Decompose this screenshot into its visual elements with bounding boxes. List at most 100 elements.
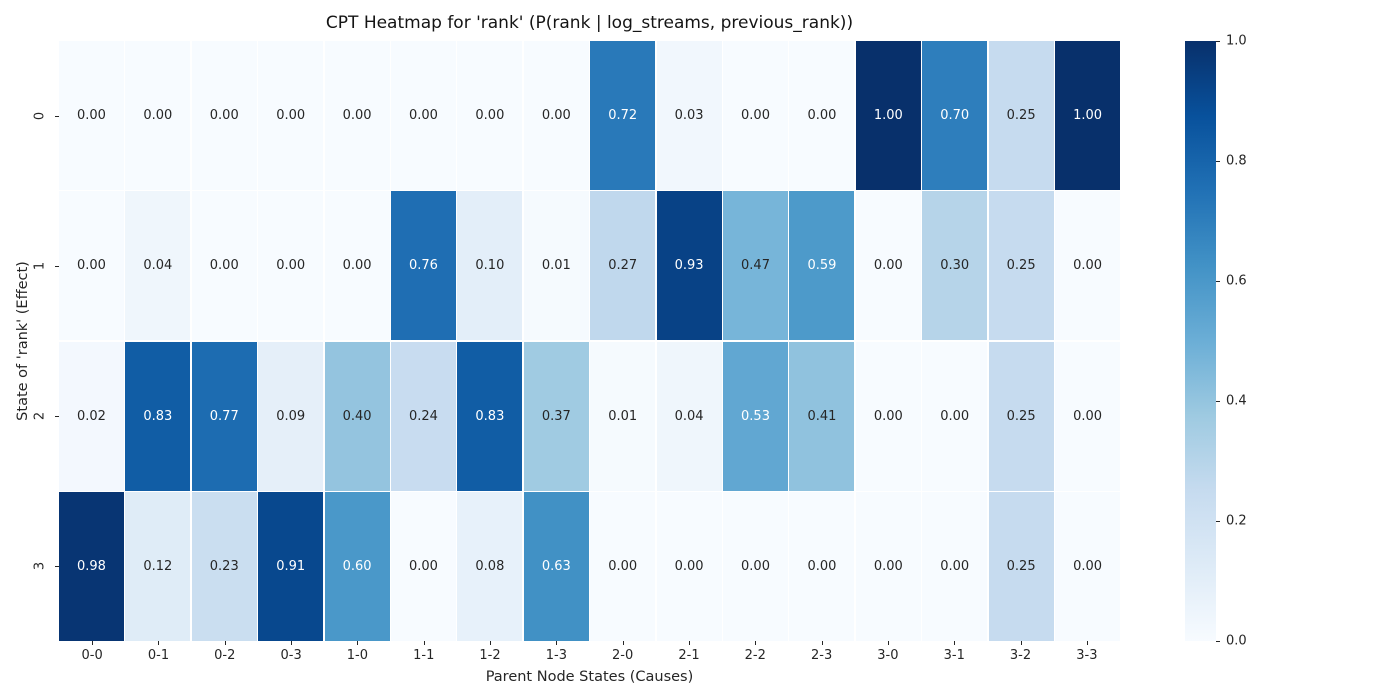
x-tick-mark [954, 641, 956, 645]
y-tick-mark [55, 116, 59, 117]
heatmap-cell: 0.83 [125, 341, 191, 491]
heatmap-cell: 0.00 [191, 191, 257, 341]
x-tick-mark [821, 641, 823, 645]
heatmap-cell: 0.00 [324, 41, 390, 190]
heatmap-cell: 0.59 [789, 191, 855, 341]
x-tick-mark [490, 641, 492, 645]
heatmap-cell: 0.24 [391, 341, 456, 491]
x-tick-label: 3-2 [1009, 648, 1032, 663]
x-tick-mark [622, 641, 624, 645]
y-axis-label: State of 'rank' (Effect) [15, 261, 31, 421]
colorbar-tick-label: 0.0 [1226, 633, 1247, 649]
heatmap-cell: 0.00 [258, 191, 324, 341]
colorbar-tick-mark [1216, 41, 1220, 42]
heatmap-cell: 0.40 [324, 341, 390, 491]
x-tick-label: 2-3 [810, 648, 833, 663]
heatmap-cell: 0.00 [656, 492, 722, 641]
x-axis-label: Parent Node States (Causes) [485, 669, 694, 685]
heatmap-cell: 0.93 [656, 191, 722, 341]
heatmap-cell: 0.27 [590, 191, 656, 341]
heatmap-cell: 0.41 [789, 341, 855, 491]
colorbar [1185, 41, 1216, 641]
y-tick-mark [55, 416, 59, 417]
y-tick-label: 3 [32, 561, 48, 571]
heatmap-cell: 1.00 [855, 41, 921, 190]
heatmap-cell: 0.00 [789, 41, 855, 190]
heatmap-cell: 0.12 [125, 492, 191, 641]
x-tick-mark [224, 641, 226, 645]
x-tick-mark [357, 641, 359, 645]
heatmap-cell: 0.00 [59, 41, 124, 190]
heatmap-cell: 0.37 [523, 341, 589, 491]
colorbar-tick-label: 1.0 [1226, 33, 1247, 49]
heatmap-cell: 0.10 [457, 191, 523, 341]
heatmap-cell: 0.00 [1055, 341, 1120, 491]
heatmap-cell: 1.00 [1055, 41, 1120, 190]
x-tick-label: 1-2 [479, 648, 501, 663]
x-tick-label: 2-1 [678, 648, 700, 663]
heatmap-cell: 0.91 [258, 492, 324, 641]
heatmap-cell: 0.00 [855, 341, 921, 491]
heatmap-cell: 0.00 [391, 41, 456, 190]
x-tick-label: 0-0 [81, 648, 103, 663]
x-tick-mark [887, 641, 889, 645]
x-tick-label: 0-2 [214, 648, 236, 663]
y-tick-label: 0 [32, 111, 48, 121]
heatmap-cell: 0.25 [988, 341, 1054, 491]
heatmap-cell: 0.60 [324, 492, 390, 641]
x-tick-mark [158, 641, 160, 645]
heatmap-cell: 0.23 [191, 492, 257, 641]
heatmap-cell: 0.00 [922, 341, 988, 491]
colorbar-tick-label: 0.8 [1226, 153, 1247, 169]
heatmap-cell: 0.00 [191, 41, 257, 190]
x-tick-mark [92, 641, 94, 645]
heatmap-cell: 0.00 [1055, 191, 1120, 341]
x-tick-mark [291, 641, 293, 645]
heatmap-cell: 0.63 [523, 492, 589, 641]
colorbar-tick-label: 0.4 [1226, 393, 1247, 409]
heatmap-cell: 0.00 [125, 41, 191, 190]
colorbar-tick-mark [1216, 281, 1220, 282]
x-tick-mark [1020, 641, 1022, 645]
heatmap-cell: 0.00 [324, 191, 390, 341]
heatmap-cell: 0.00 [590, 492, 656, 641]
colorbar-tick-mark [1216, 641, 1220, 642]
heatmap-cell: 0.25 [988, 492, 1054, 641]
colorbar-tick-mark [1216, 521, 1220, 522]
heatmap-cell: 0.03 [656, 41, 722, 190]
heatmap-cell: 0.53 [723, 341, 788, 491]
x-tick-label: 1-1 [413, 648, 435, 663]
y-tick-label: 1 [32, 261, 48, 271]
heatmap-cell: 0.00 [855, 492, 921, 641]
x-tick-label: 1-0 [346, 648, 369, 663]
x-tick-label: 3-3 [1076, 648, 1098, 663]
heatmap-cell: 0.04 [125, 191, 191, 341]
y-tick-mark [55, 266, 59, 267]
x-tick-label: 2-2 [744, 648, 766, 663]
x-tick-mark [423, 641, 425, 645]
colorbar-tick-mark [1216, 161, 1220, 162]
heatmap-cell: 0.00 [1055, 492, 1120, 641]
y-tick-mark [55, 566, 59, 567]
x-tick-label: 3-0 [877, 648, 899, 663]
heatmap-cell: 0.77 [191, 341, 257, 491]
x-tick-label: 0-1 [147, 648, 170, 663]
heatmap-cell: 0.08 [457, 492, 523, 641]
heatmap-cell: 0.00 [922, 492, 988, 641]
heatmap-cell: 0.83 [457, 341, 523, 491]
colorbar-tick-mark [1216, 401, 1220, 402]
colorbar-tick-label: 0.6 [1226, 273, 1247, 289]
heatmap-cell: 0.25 [988, 41, 1054, 190]
chart-title: CPT Heatmap for 'rank' (P(rank | log_str… [325, 13, 854, 33]
heatmap-cell: 0.00 [391, 492, 456, 641]
heatmap-cell: 0.25 [988, 191, 1054, 341]
heatmap-cell: 0.00 [789, 492, 855, 641]
x-tick-mark [688, 641, 690, 645]
heatmap-cell: 0.72 [590, 41, 656, 190]
heatmap-cell: 0.00 [855, 191, 921, 341]
x-tick-label: 3-1 [943, 648, 965, 663]
heatmap-cell: 0.47 [723, 191, 788, 341]
heatmap-cell: 0.01 [590, 341, 656, 491]
heatmap-cell: 0.09 [258, 341, 324, 491]
heatmap-grid: 0.00 0.00 0.00 0.00 0.00 0.00 0.00 0.00 0.72 0.03… [59, 41, 1120, 641]
